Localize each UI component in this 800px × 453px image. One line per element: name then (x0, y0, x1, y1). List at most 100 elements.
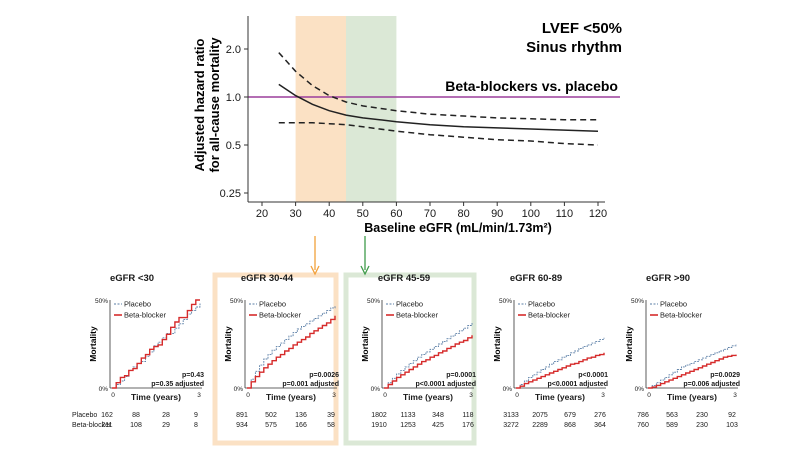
risk-count-placebo: 9 (194, 412, 198, 419)
panel-highlight-boxes (212, 272, 477, 446)
risk-count-placebo: 1802 (371, 412, 387, 419)
chart-title-lvef: LVEF <50% (542, 20, 622, 37)
risk-count-placebo: 786 (637, 412, 649, 419)
connector-arrows (310, 236, 370, 276)
risk-count-placebo: 92 (728, 412, 736, 419)
km-x-axis-title: Time (years) (535, 392, 585, 402)
legend-beta-label: Beta-blocker (124, 311, 167, 320)
km-x-axis-title: Time (years) (667, 392, 717, 402)
km-x-tick-label: 3 (469, 392, 473, 399)
risk-count-placebo: 118 (462, 412, 473, 419)
km-curve-beta-blocker (247, 315, 336, 389)
legend-placebo-label: Placebo (528, 300, 555, 309)
km-p-value-adjusted: p<0.0001 adjusted (547, 381, 608, 388)
risk-count-placebo: 230 (696, 412, 708, 419)
km-curve-beta-blocker (648, 354, 737, 389)
legend-placebo-label: Placebo (259, 300, 286, 309)
km-y-axis-title: Mortality (223, 326, 233, 362)
km-panel-title: eGFR >90 (646, 273, 690, 284)
km-curve-placebo (648, 344, 737, 389)
risk-count-beta-blocker: 8 (194, 422, 198, 429)
risk-count-beta-blocker: 211 (101, 422, 112, 429)
km-x-tick-label: 3 (332, 392, 336, 399)
risk-count-placebo: 502 (265, 412, 277, 419)
km-curve-placebo (516, 337, 605, 389)
risk-count-beta-blocker: 589 (666, 422, 678, 429)
km-y-tick-label: 50% (631, 298, 644, 305)
legend-beta-label: Beta-blocker (660, 311, 703, 320)
km-y-axis-title: Mortality (360, 326, 370, 362)
x-tick-label: 20 (256, 208, 268, 220)
risk-count-beta-blocker: 103 (726, 422, 738, 429)
y-axis-title-line2: for all-cause mortality (207, 37, 222, 173)
risk-count-placebo: 136 (295, 412, 307, 419)
legend-placebo-label: Placebo (124, 300, 151, 309)
x-tick-label: 30 (289, 208, 301, 220)
highlight-bands (295, 16, 397, 202)
risk-row-label-beta-blocker: Beta-blocker (72, 422, 112, 429)
km-curve-placebo (384, 322, 473, 389)
km-curve-beta-blocker (112, 299, 200, 389)
km-p-value-adjusted: p=0.001 adjusted (282, 381, 339, 388)
risk-count-placebo: 563 (666, 412, 678, 419)
km-panel-title: eGFR 60-89 (510, 273, 562, 284)
risk-count-beta-blocker: 2289 (532, 422, 548, 429)
risk-count-placebo: 2075 (532, 412, 548, 419)
risk-count-beta-blocker: 58 (327, 422, 335, 429)
km-y-tick-label: 50% (230, 298, 243, 305)
km-x-tick-label: 0 (647, 392, 651, 399)
risk-count-placebo: 88 (132, 412, 140, 419)
x-axis-title: Baseline eGFR (mL/min/1.73m²) (364, 221, 552, 235)
top-axes: 2.0 1.0 0.5 0.25 20 30 40 50 60 70 80 90 100 110 120 (220, 16, 607, 220)
km-x-tick-label: 3 (197, 392, 201, 399)
x-tick-label: 40 (323, 208, 335, 220)
km-y-axis-title: Mortality (88, 326, 98, 362)
risk-count-beta-blocker: 166 (295, 422, 307, 429)
y-tick-label: 2.0 (226, 44, 241, 56)
km-p-value: p<0.0001 (578, 372, 608, 379)
chart-title-rhythm: Sinus rhythm (526, 39, 622, 56)
risk-count-beta-blocker: 760 (637, 422, 649, 429)
y-axis-title-line1: Adjusted hazard ratio (192, 38, 207, 171)
legend-placebo-label: Placebo (660, 300, 687, 309)
x-tick-label: 90 (491, 208, 503, 220)
km-p-value: p=0.43 (182, 372, 204, 379)
km-x-tick-label: 0 (111, 392, 115, 399)
km-curve-beta-blocker (516, 352, 605, 389)
km-panel-title: eGFR 30-44 (241, 273, 294, 284)
km-y-tick-label: 50% (499, 298, 512, 305)
risk-count-placebo: 276 (594, 412, 606, 419)
risk-count-placebo: 3133 (503, 412, 519, 419)
risk-count-placebo: 679 (564, 412, 576, 419)
km-y-tick-label: 0% (99, 386, 109, 393)
hr-curve (278, 83, 599, 132)
risk-count-beta-blocker: 364 (594, 422, 606, 429)
km-x-axis-title: Time (years) (403, 392, 453, 402)
km-y-tick-label: 50% (95, 298, 108, 305)
km-panel-1: eGFR <30 Mortality 0% 50% 0 3 Time (years) Plac… (88, 273, 204, 429)
y-tick-label: 0.5 (226, 140, 241, 152)
km-p-value-adjusted: p=0.35 adjusted (151, 381, 204, 388)
risk-count-beta-blocker: 575 (265, 422, 277, 429)
km-y-tick-label: 0% (371, 386, 381, 393)
km-p-value-adjusted: p<0.0001 adjusted (415, 381, 476, 388)
km-x-tick-label: 0 (383, 392, 387, 399)
km-x-tick-label: 0 (246, 392, 250, 399)
km-y-tick-label: 0% (635, 386, 645, 393)
comparison-label: Beta-blockers vs. placebo (445, 78, 618, 94)
km-x-tick-label: 3 (733, 392, 737, 399)
hazard-ratio-curves (278, 52, 599, 146)
highlight-band-2 (346, 16, 397, 202)
risk-count-beta-blocker: 176 (462, 422, 474, 429)
km-y-tick-label: 0% (234, 386, 244, 393)
km-panel-5: eGFR >90 Mortality 0% 50% 0 3 Time (years) Plac… (624, 273, 740, 429)
legend-beta-label: Beta-blocker (259, 311, 302, 320)
risk-count-beta-blocker: 230 (696, 422, 708, 429)
arrow-green-head (360, 265, 370, 276)
km-y-tick-label: 0% (503, 386, 513, 393)
risk-count-beta-blocker: 934 (236, 422, 248, 429)
y-tick-label: 0.25 (220, 188, 241, 200)
km-p-value: p=0.0029 (710, 372, 740, 379)
upper-ci-curve (278, 52, 598, 121)
